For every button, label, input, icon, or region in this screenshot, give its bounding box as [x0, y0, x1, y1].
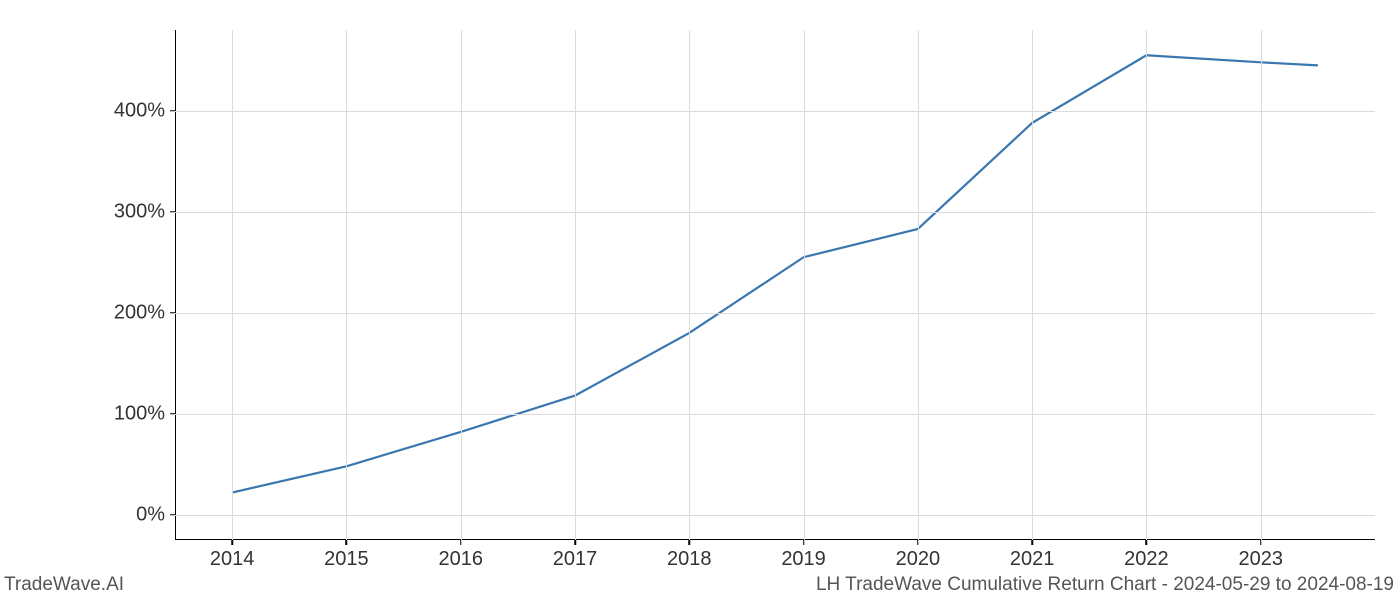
xtick-label: 2017 — [553, 548, 598, 571]
return-line — [232, 55, 1318, 492]
gridline-horizontal — [175, 212, 1375, 213]
gridline-horizontal — [175, 111, 1375, 112]
xtick-mark — [346, 540, 348, 545]
gridline-vertical — [1032, 30, 1033, 540]
xtick-mark — [460, 540, 462, 545]
xtick-label: 2015 — [324, 548, 369, 571]
xtick-mark — [917, 540, 919, 545]
ytick-label: 100% — [114, 402, 165, 425]
ytick-mark — [170, 211, 175, 213]
xtick-mark — [1260, 540, 1262, 545]
ytick-mark — [170, 413, 175, 415]
xtick-mark — [803, 540, 805, 545]
line-series — [175, 30, 1375, 540]
ytick-label: 200% — [114, 301, 165, 324]
xtick-mark — [1146, 540, 1148, 545]
gridline-vertical — [575, 30, 576, 540]
footer-caption: LH TradeWave Cumulative Return Chart - 2… — [816, 574, 1394, 596]
xtick-mark — [574, 540, 576, 545]
ytick-label: 400% — [114, 99, 165, 122]
xtick-mark — [1031, 540, 1033, 545]
gridline-vertical — [804, 30, 805, 540]
chart-plot-area — [175, 30, 1375, 540]
ytick-mark — [170, 514, 175, 516]
ytick-label: 300% — [114, 200, 165, 223]
gridline-vertical — [1146, 30, 1147, 540]
gridline-vertical — [1261, 30, 1262, 540]
xtick-mark — [231, 540, 233, 545]
xtick-label: 2023 — [1238, 548, 1283, 571]
xtick-label: 2019 — [781, 548, 826, 571]
gridline-vertical — [918, 30, 919, 540]
xtick-label: 2018 — [667, 548, 712, 571]
gridline-vertical — [346, 30, 347, 540]
xtick-label: 2016 — [438, 548, 483, 571]
xtick-mark — [689, 540, 691, 545]
ytick-mark — [170, 312, 175, 314]
footer-brand: TradeWave.AI — [4, 574, 124, 596]
ytick-label: 0% — [136, 503, 165, 526]
xtick-label: 2021 — [1010, 548, 1055, 571]
ytick-mark — [170, 110, 175, 112]
xtick-label: 2014 — [210, 548, 255, 571]
gridline-horizontal — [175, 414, 1375, 415]
gridline-vertical — [461, 30, 462, 540]
gridline-horizontal — [175, 515, 1375, 516]
gridline-horizontal — [175, 313, 1375, 314]
gridline-vertical — [689, 30, 690, 540]
xtick-label: 2020 — [896, 548, 941, 571]
xtick-label: 2022 — [1124, 548, 1169, 571]
gridline-vertical — [232, 30, 233, 540]
